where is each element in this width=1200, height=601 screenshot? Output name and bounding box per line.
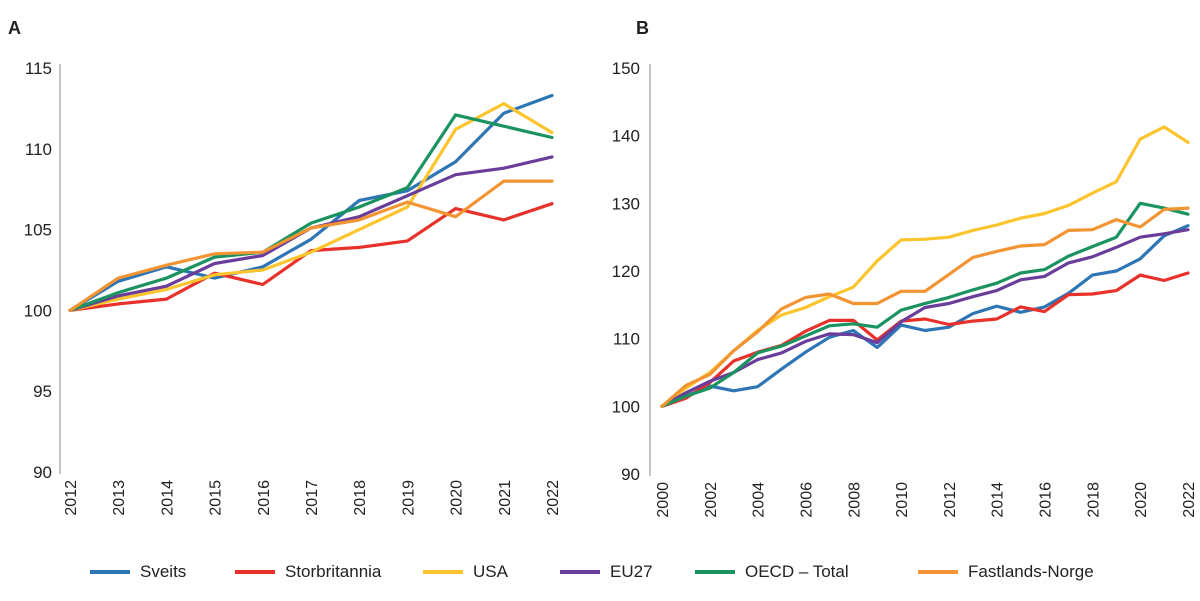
- x-tick-label: 2022: [545, 480, 562, 516]
- legend-swatch: [90, 570, 130, 574]
- series-line-oecd-total: [660, 201, 1190, 408]
- series-line-fastlands-norge: [68, 179, 554, 312]
- y-tick-label: 150: [612, 59, 640, 78]
- series-line-fastlands-norge: [660, 206, 1190, 408]
- series-line-usa: [68, 101, 554, 312]
- x-tick-label: 2016: [1038, 482, 1055, 518]
- x-tick-label: 2008: [846, 482, 863, 518]
- chart-canvas: A B 90 95 100 105 110 115 2012 2013 2014 2015 2016…: [8, 18, 1198, 518]
- y-tick-label: 110: [613, 330, 640, 349]
- legend-item-usa: USA: [423, 562, 508, 582]
- legend-swatch: [235, 570, 275, 574]
- legend-swatch: [560, 570, 600, 574]
- x-tick-label: 2002: [703, 482, 720, 518]
- y-tick-label: 120: [612, 262, 640, 281]
- x-tick-label: 2021: [497, 480, 514, 516]
- x-tick-label: 2014: [990, 482, 1007, 518]
- x-tick-label: 2013: [111, 480, 128, 516]
- x-tick-label: 2006: [798, 482, 815, 518]
- legend-swatch: [423, 570, 463, 574]
- x-tick-label: 2019: [400, 480, 417, 516]
- y-tick-label: 110: [25, 140, 52, 159]
- x-tick-label: 2022: [1181, 482, 1198, 518]
- y-tick-label: 115: [25, 59, 52, 78]
- panel-label-a: A: [8, 18, 21, 38]
- legend-label: Sveits: [140, 562, 187, 581]
- x-tick-label: 2020: [449, 480, 466, 516]
- series-line-usa: [660, 125, 1190, 408]
- series-line-sveits: [660, 224, 1190, 408]
- x-tick-label: 2014: [159, 480, 176, 516]
- series-line-sveits: [68, 93, 554, 312]
- legend-item-eu27: EU27: [560, 562, 653, 582]
- legend-item-storbritannia: Storbritannia: [235, 562, 381, 582]
- legend-label: OECD – Total: [745, 562, 849, 581]
- y-tick-label: 100: [612, 397, 640, 416]
- x-tick-label: 2020: [1133, 482, 1150, 518]
- y-tick-label: 95: [33, 382, 52, 401]
- x-tick-label: 2018: [1085, 482, 1102, 518]
- series-line-eu27: [68, 155, 554, 312]
- legend-item-fastlands-norge: Fastlands-Norge: [918, 562, 1094, 582]
- legend-item-oecd-total: OECD – Total: [695, 562, 849, 582]
- panel-a: 90 95 100 105 110 115 2012 2013 2014 2015 2016 2017…: [24, 59, 562, 516]
- panel-b: 90 100 110 120 130 140 150 2000 2002 2004 2006 2008…: [612, 59, 1198, 518]
- x-tick-label: 2016: [256, 480, 273, 516]
- legend-label: EU27: [610, 562, 653, 581]
- x-tick-label: 2010: [894, 482, 911, 518]
- y-tick-label: 105: [24, 221, 52, 240]
- series-line-eu27: [660, 228, 1190, 408]
- legend-label: USA: [473, 562, 508, 581]
- legend-item-sveits: Sveits: [90, 562, 186, 582]
- legend: Sveits Storbritannia USA EU27 OECD – Tot…: [0, 562, 1200, 586]
- series-line-oecd-total: [68, 113, 554, 312]
- x-tick-label: 2018: [352, 480, 369, 516]
- x-tick-label: 2004: [751, 482, 768, 518]
- panel-label-b: B: [636, 18, 649, 38]
- x-tick-label: 2012: [942, 482, 959, 518]
- legend-label: Fastlands-Norge: [968, 562, 1094, 581]
- y-tick-label: 90: [33, 463, 52, 482]
- y-tick-label: 130: [612, 194, 640, 213]
- x-tick-label: 2017: [304, 480, 321, 516]
- y-tick-label: 100: [24, 301, 52, 320]
- y-tick-label: 90: [621, 465, 640, 484]
- y-tick-label: 140: [612, 127, 640, 146]
- legend-swatch: [918, 570, 958, 574]
- legend-label: Storbritannia: [285, 562, 382, 581]
- legend-swatch: [695, 570, 735, 574]
- x-tick-label: 2000: [655, 482, 672, 518]
- x-tick-label: 2015: [208, 480, 225, 516]
- x-tick-label: 2012: [63, 480, 80, 516]
- series-line-storbritannia: [660, 271, 1190, 408]
